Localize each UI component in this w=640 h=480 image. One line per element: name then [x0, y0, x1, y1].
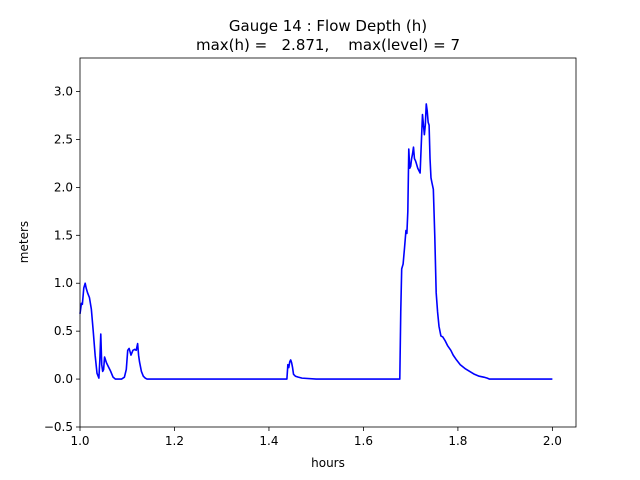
x-axis-label: hours — [311, 456, 345, 470]
series-line-0 — [79, 103, 553, 380]
y-tick-label: 2.0 — [54, 180, 73, 194]
y-tick-label: 1.5 — [54, 228, 73, 242]
x-tick-label: 1.0 — [70, 434, 89, 448]
y-tick-label: −0.5 — [44, 420, 73, 434]
x-tick-label: 1.2 — [165, 434, 184, 448]
chart-subtitle: max(h) = 2.871, max(level) = 7 — [196, 36, 460, 54]
axes-frame — [79, 57, 577, 428]
x-tick-label: 1.4 — [259, 434, 278, 448]
y-tick-label: 1.0 — [54, 276, 73, 290]
plot-area — [79, 103, 553, 380]
y-tick-label: 3.0 — [54, 85, 73, 99]
y-tick-label: 2.5 — [54, 132, 73, 146]
x-tick-label: 2.0 — [543, 434, 562, 448]
y-axis-label: meters — [17, 221, 31, 263]
chart-title: Gauge 14 : Flow Depth (h) — [229, 17, 427, 35]
x-tick-label: 1.8 — [448, 434, 467, 448]
y-tick-label: 0.5 — [54, 324, 73, 338]
axis-ticks: 1.0 1.2 1.4 1.6 1.8 2.0 −0.5 0.0 0.5 1.0 1.5 2.0 2.5… — [44, 85, 562, 448]
x-tick-label: 1.6 — [354, 434, 373, 448]
y-tick-label: 0.0 — [54, 372, 73, 386]
